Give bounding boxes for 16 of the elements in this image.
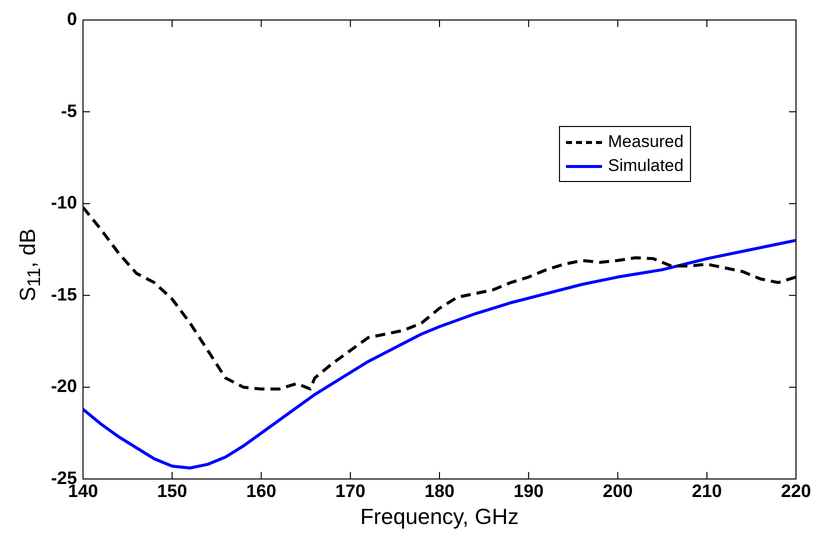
legend-label: Simulated xyxy=(608,156,684,176)
y-tick-label: -5 xyxy=(60,100,77,121)
x-tick-label: 160 xyxy=(246,480,276,501)
legend-label: Measured xyxy=(608,132,684,152)
x-tick-label: 220 xyxy=(780,480,812,501)
x-tick-label: 170 xyxy=(335,480,366,501)
x-tick-label: 210 xyxy=(692,480,722,501)
y-tick-label: 0 xyxy=(66,8,77,29)
x-tick-label: 200 xyxy=(602,480,633,501)
y-tick-label: -15 xyxy=(50,284,77,304)
x-axis-title: Frequency, GHz xyxy=(360,504,519,529)
y-tick-label: -20 xyxy=(50,376,77,396)
x-tick-label: 150 xyxy=(157,480,188,501)
x-tick-label: 190 xyxy=(514,480,544,501)
x-tick-label: 180 xyxy=(424,480,455,501)
y-tick-label: -10 xyxy=(50,192,77,213)
